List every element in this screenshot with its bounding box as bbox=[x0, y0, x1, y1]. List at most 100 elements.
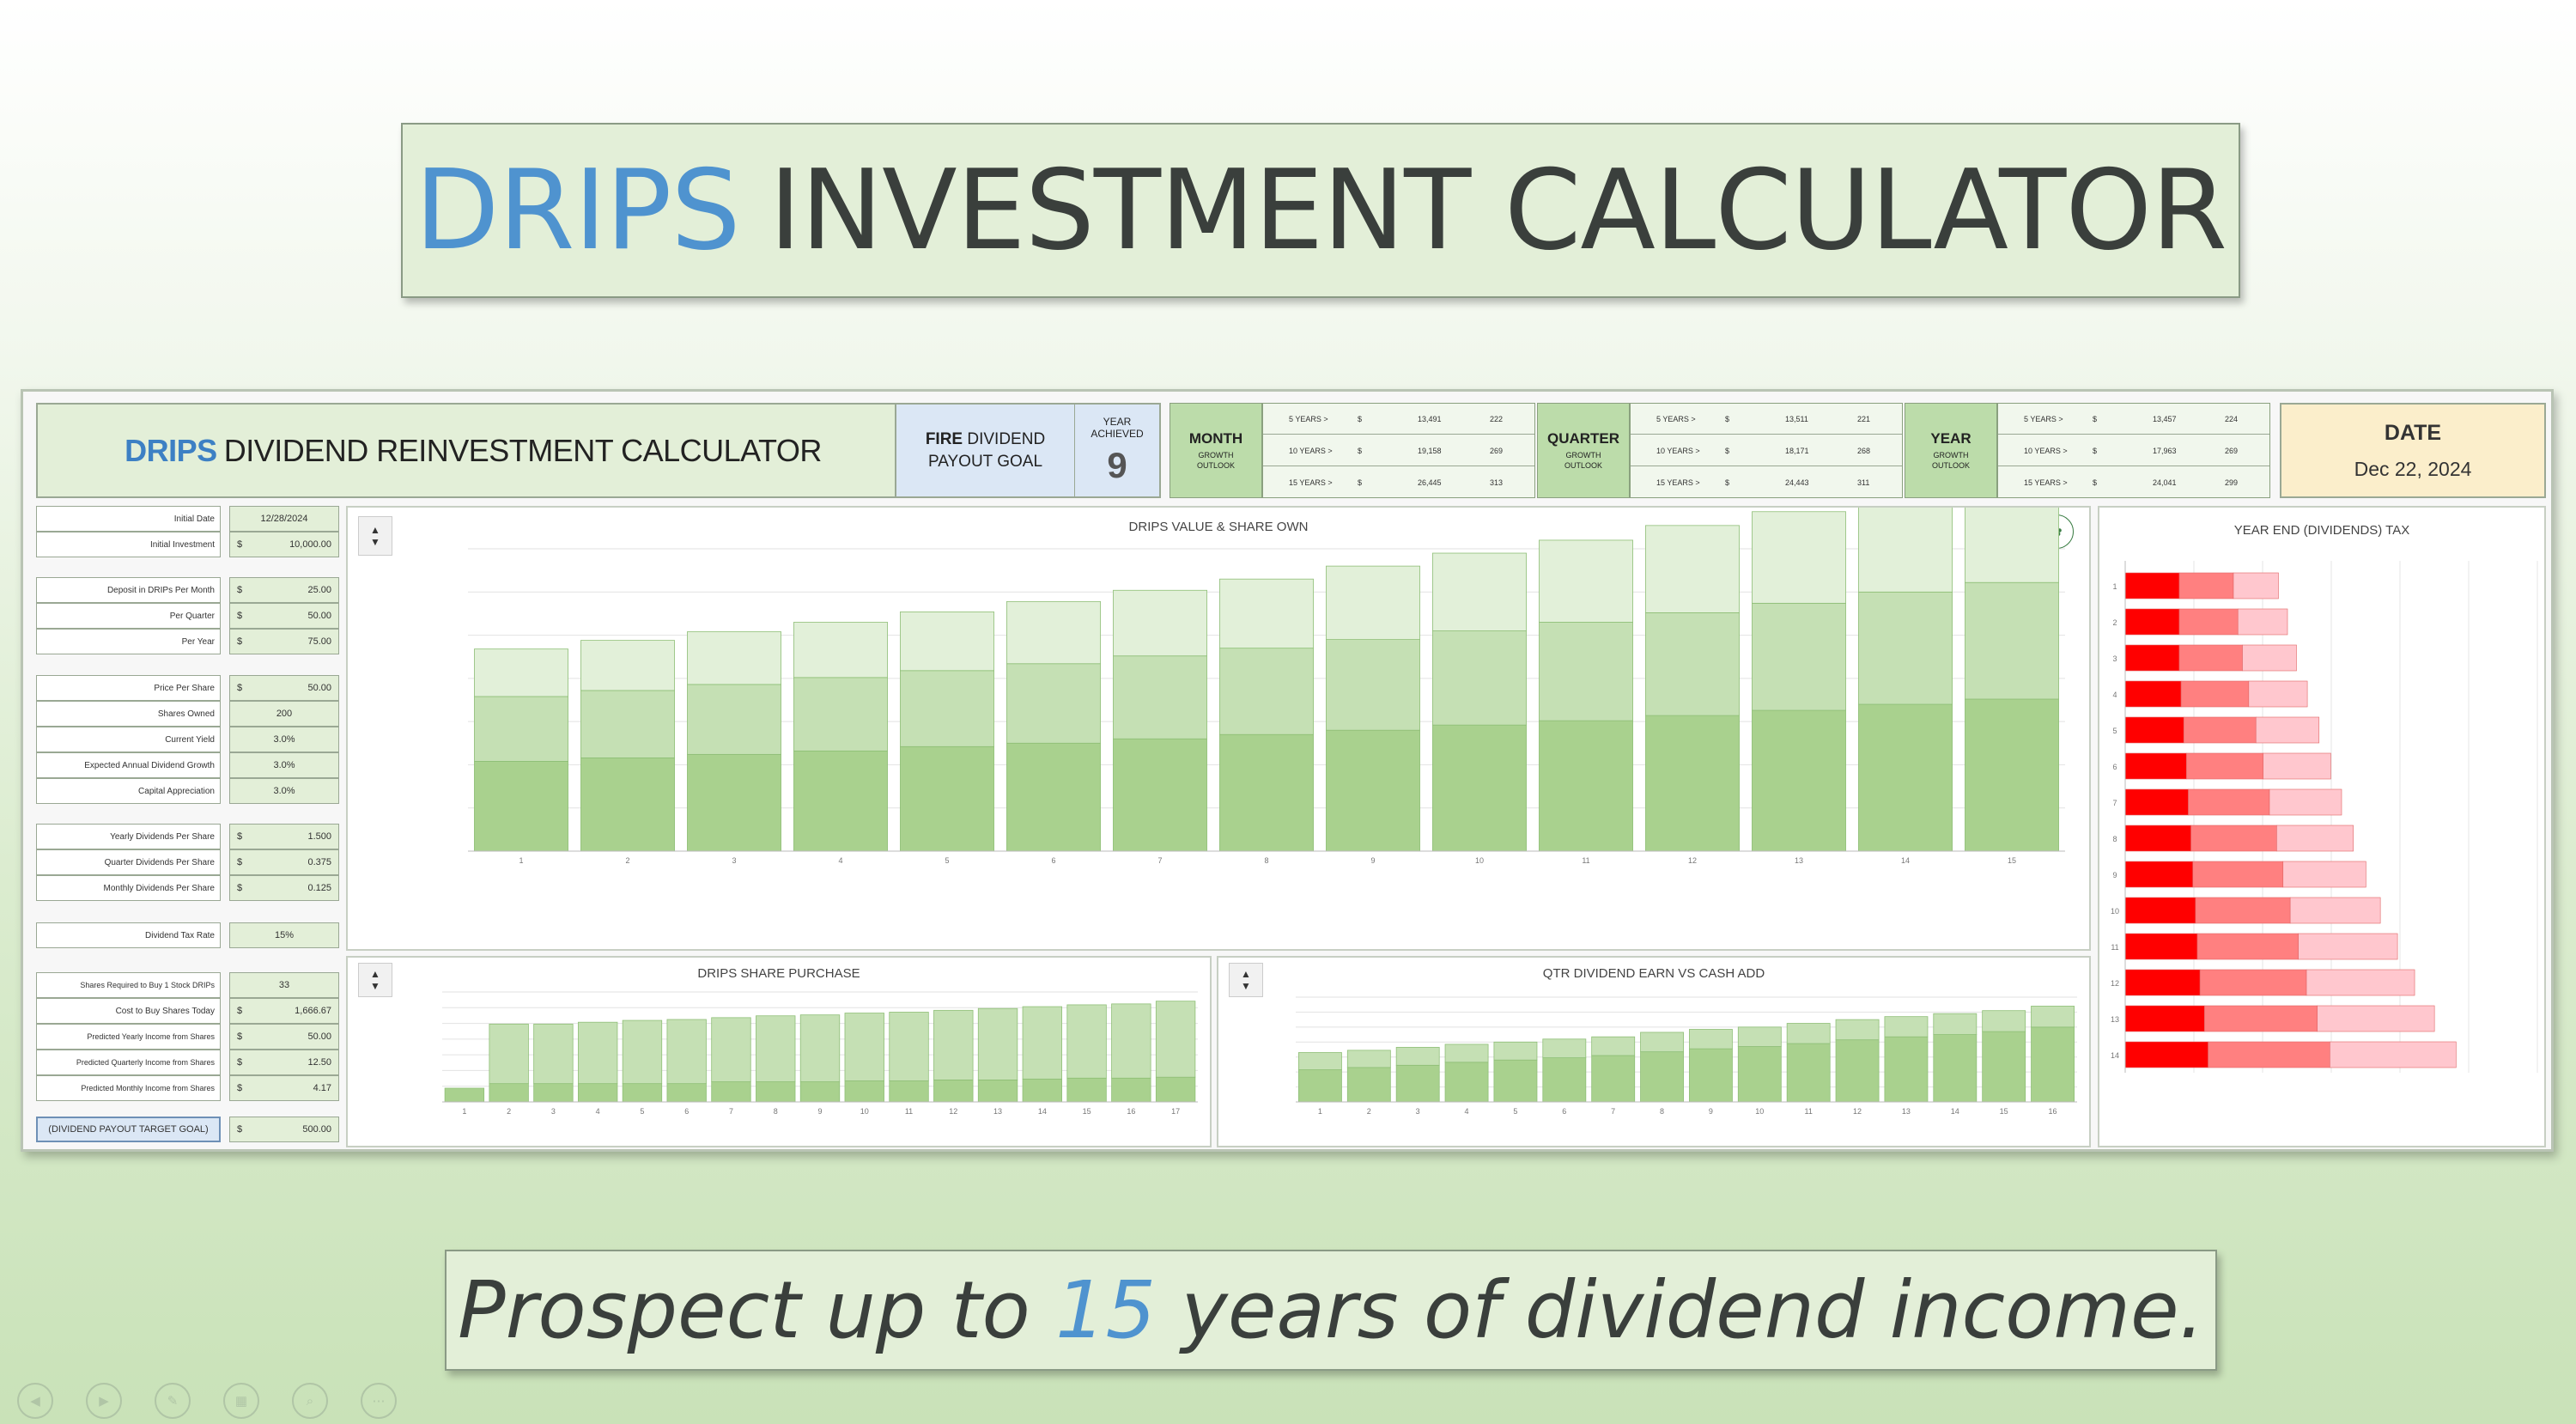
per-quarter-input[interactable]: $50.00 bbox=[229, 603, 339, 629]
bar-segment bbox=[489, 1023, 529, 1085]
value: 1,666.67 bbox=[295, 1006, 331, 1016]
category-label: 12 bbox=[2111, 979, 2119, 988]
monthly-dividend-value: $0.125 bbox=[229, 875, 339, 901]
deposit-month-input[interactable]: $25.00 bbox=[229, 577, 339, 603]
bar-segment bbox=[1591, 1055, 1636, 1103]
bar-segment bbox=[580, 757, 675, 852]
quarter-growth-label: QUARTER GROWTH OUTLOOK bbox=[1537, 403, 1630, 498]
price-per-share-label: Price Per Share bbox=[36, 675, 221, 701]
bar-segment bbox=[977, 1079, 1018, 1103]
bar-segment bbox=[2031, 1006, 2075, 1028]
spin-down-icon[interactable]: ▼ bbox=[370, 980, 380, 992]
cell: 24,041 bbox=[2153, 478, 2177, 487]
bar-segment bbox=[1835, 1019, 1880, 1041]
cell: 15 YEARS > bbox=[1656, 478, 1700, 487]
currency-symbol: $ bbox=[237, 1031, 243, 1042]
slides-grid-icon[interactable]: ▦ bbox=[223, 1383, 259, 1419]
category-label: 3 bbox=[1416, 1107, 1420, 1116]
category-label: 9 bbox=[2112, 871, 2117, 879]
more-options-icon[interactable]: ⋯ bbox=[361, 1383, 397, 1419]
spin-up-icon[interactable]: ▲ bbox=[370, 524, 380, 536]
spin-up-icon[interactable]: ▲ bbox=[1241, 968, 1251, 980]
category-label: 13 bbox=[2111, 1015, 2119, 1024]
tax-bar-segment bbox=[2317, 1005, 2435, 1032]
capital-appreciation-input[interactable]: 3.0% bbox=[229, 778, 339, 804]
bar-segment bbox=[1884, 1036, 1929, 1103]
per-quarter-label: Per Quarter bbox=[36, 603, 221, 629]
per-year-input[interactable]: $75.00 bbox=[229, 629, 339, 654]
bar-segment bbox=[474, 761, 568, 852]
bar-segment bbox=[1645, 525, 1740, 613]
table-row: 10 YEARS > $19,158 269 bbox=[1263, 435, 1534, 466]
initial-date-input[interactable]: 12/28/2024 bbox=[229, 506, 339, 532]
quarter-label: QUARTER bbox=[1546, 429, 1620, 447]
currency-symbol: $ bbox=[237, 1083, 243, 1093]
spin-down-icon[interactable]: ▼ bbox=[1241, 980, 1251, 992]
sheet-title: DRIPS DIVIDEND REINVESTMENT CALCULATOR bbox=[36, 403, 910, 498]
zoom-icon[interactable]: ⌕ bbox=[292, 1383, 328, 1419]
value: 50.00 bbox=[307, 1031, 331, 1042]
category-label: 15 bbox=[2000, 1107, 2008, 1116]
predicted-yearly-label: Predicted Yearly Income from Shares bbox=[36, 1024, 221, 1050]
cell: $ bbox=[2093, 478, 2098, 487]
tax-rate-label: Dividend Tax Rate bbox=[36, 922, 221, 948]
yearly-dividend-value: $1.500 bbox=[229, 824, 339, 849]
bar-segment bbox=[1326, 565, 1420, 641]
category-label: 16 bbox=[2049, 1107, 2057, 1116]
category-label: 11 bbox=[1582, 856, 1589, 865]
bar-segment bbox=[1006, 600, 1101, 665]
category-label: 3 bbox=[2112, 654, 2117, 663]
quarter-dividend-label: Quarter Dividends Per Share bbox=[36, 849, 221, 875]
bar-segment bbox=[1326, 639, 1420, 731]
cell: 13,457 bbox=[2153, 415, 2177, 423]
cell: 5 YEARS > bbox=[2024, 415, 2063, 423]
bar-segment bbox=[1965, 508, 2059, 583]
price-per-share-input[interactable]: $50.00 bbox=[229, 675, 339, 701]
category-label: 10 bbox=[860, 1107, 869, 1116]
table-row: 5 YEARS > $13,457 224 bbox=[1998, 404, 2269, 435]
value: 4.17 bbox=[313, 1083, 331, 1093]
year-label: YEAR bbox=[1930, 429, 1971, 447]
category-label: 12 bbox=[949, 1107, 957, 1116]
value: 500.00 bbox=[302, 1124, 331, 1135]
bar-segment bbox=[844, 1013, 884, 1081]
category-label: 7 bbox=[729, 1107, 733, 1116]
payout-target-goal-input[interactable]: $500.00 bbox=[229, 1117, 339, 1142]
bar-segment bbox=[1542, 1038, 1587, 1058]
cell: 10 YEARS > bbox=[1289, 447, 1333, 455]
bar-segment bbox=[622, 1019, 663, 1085]
bar-segment bbox=[1022, 1006, 1062, 1080]
pen-icon[interactable]: ✎ bbox=[155, 1383, 191, 1419]
cell: 222 bbox=[1490, 415, 1504, 423]
bar-segment bbox=[1395, 1046, 1440, 1066]
tax-bar-segment bbox=[2195, 897, 2291, 924]
tax-bar-segment bbox=[2248, 680, 2308, 708]
qtr-dividend-spinner[interactable]: ▲ ▼ bbox=[1229, 963, 1263, 997]
dividend-growth-input[interactable]: 3.0% bbox=[229, 752, 339, 778]
cost-label: Cost to Buy Shares Today bbox=[36, 998, 221, 1024]
table-row: 5 YEARS > $13,491 222 bbox=[1263, 404, 1534, 435]
spin-up-icon[interactable]: ▲ bbox=[370, 968, 380, 980]
share-purchase-spinner[interactable]: ▲ ▼ bbox=[358, 963, 392, 997]
tax-rate-input[interactable]: 15% bbox=[229, 922, 339, 948]
category-label: 1 bbox=[462, 1107, 466, 1116]
bar-segment bbox=[1219, 648, 1314, 735]
table-row: 15 YEARS > $24,041 299 bbox=[1998, 467, 2269, 498]
spin-down-icon[interactable]: ▼ bbox=[370, 536, 380, 548]
bar-segment bbox=[687, 631, 781, 685]
next-slide-icon[interactable]: ▶ bbox=[86, 1383, 122, 1419]
cell: 10 YEARS > bbox=[2024, 447, 2068, 455]
cell: $ bbox=[1358, 478, 1363, 487]
bar-segment bbox=[489, 1083, 529, 1103]
bar-segment bbox=[1640, 1031, 1684, 1053]
bar-segment bbox=[900, 612, 994, 672]
current-yield-input[interactable]: 3.0% bbox=[229, 727, 339, 752]
previous-slide-icon[interactable]: ◀ bbox=[17, 1383, 53, 1419]
category-label: 1 bbox=[2112, 582, 2117, 591]
bar-segment bbox=[1346, 1067, 1391, 1103]
value-chart-spinner[interactable]: ▲ ▼ bbox=[358, 516, 392, 556]
shares-owned-input[interactable]: 200 bbox=[229, 701, 339, 727]
initial-investment-input[interactable]: $10,000.00 bbox=[229, 532, 339, 557]
tax-bar-segment bbox=[2255, 716, 2320, 744]
tax-bar-segment bbox=[2124, 680, 2182, 708]
